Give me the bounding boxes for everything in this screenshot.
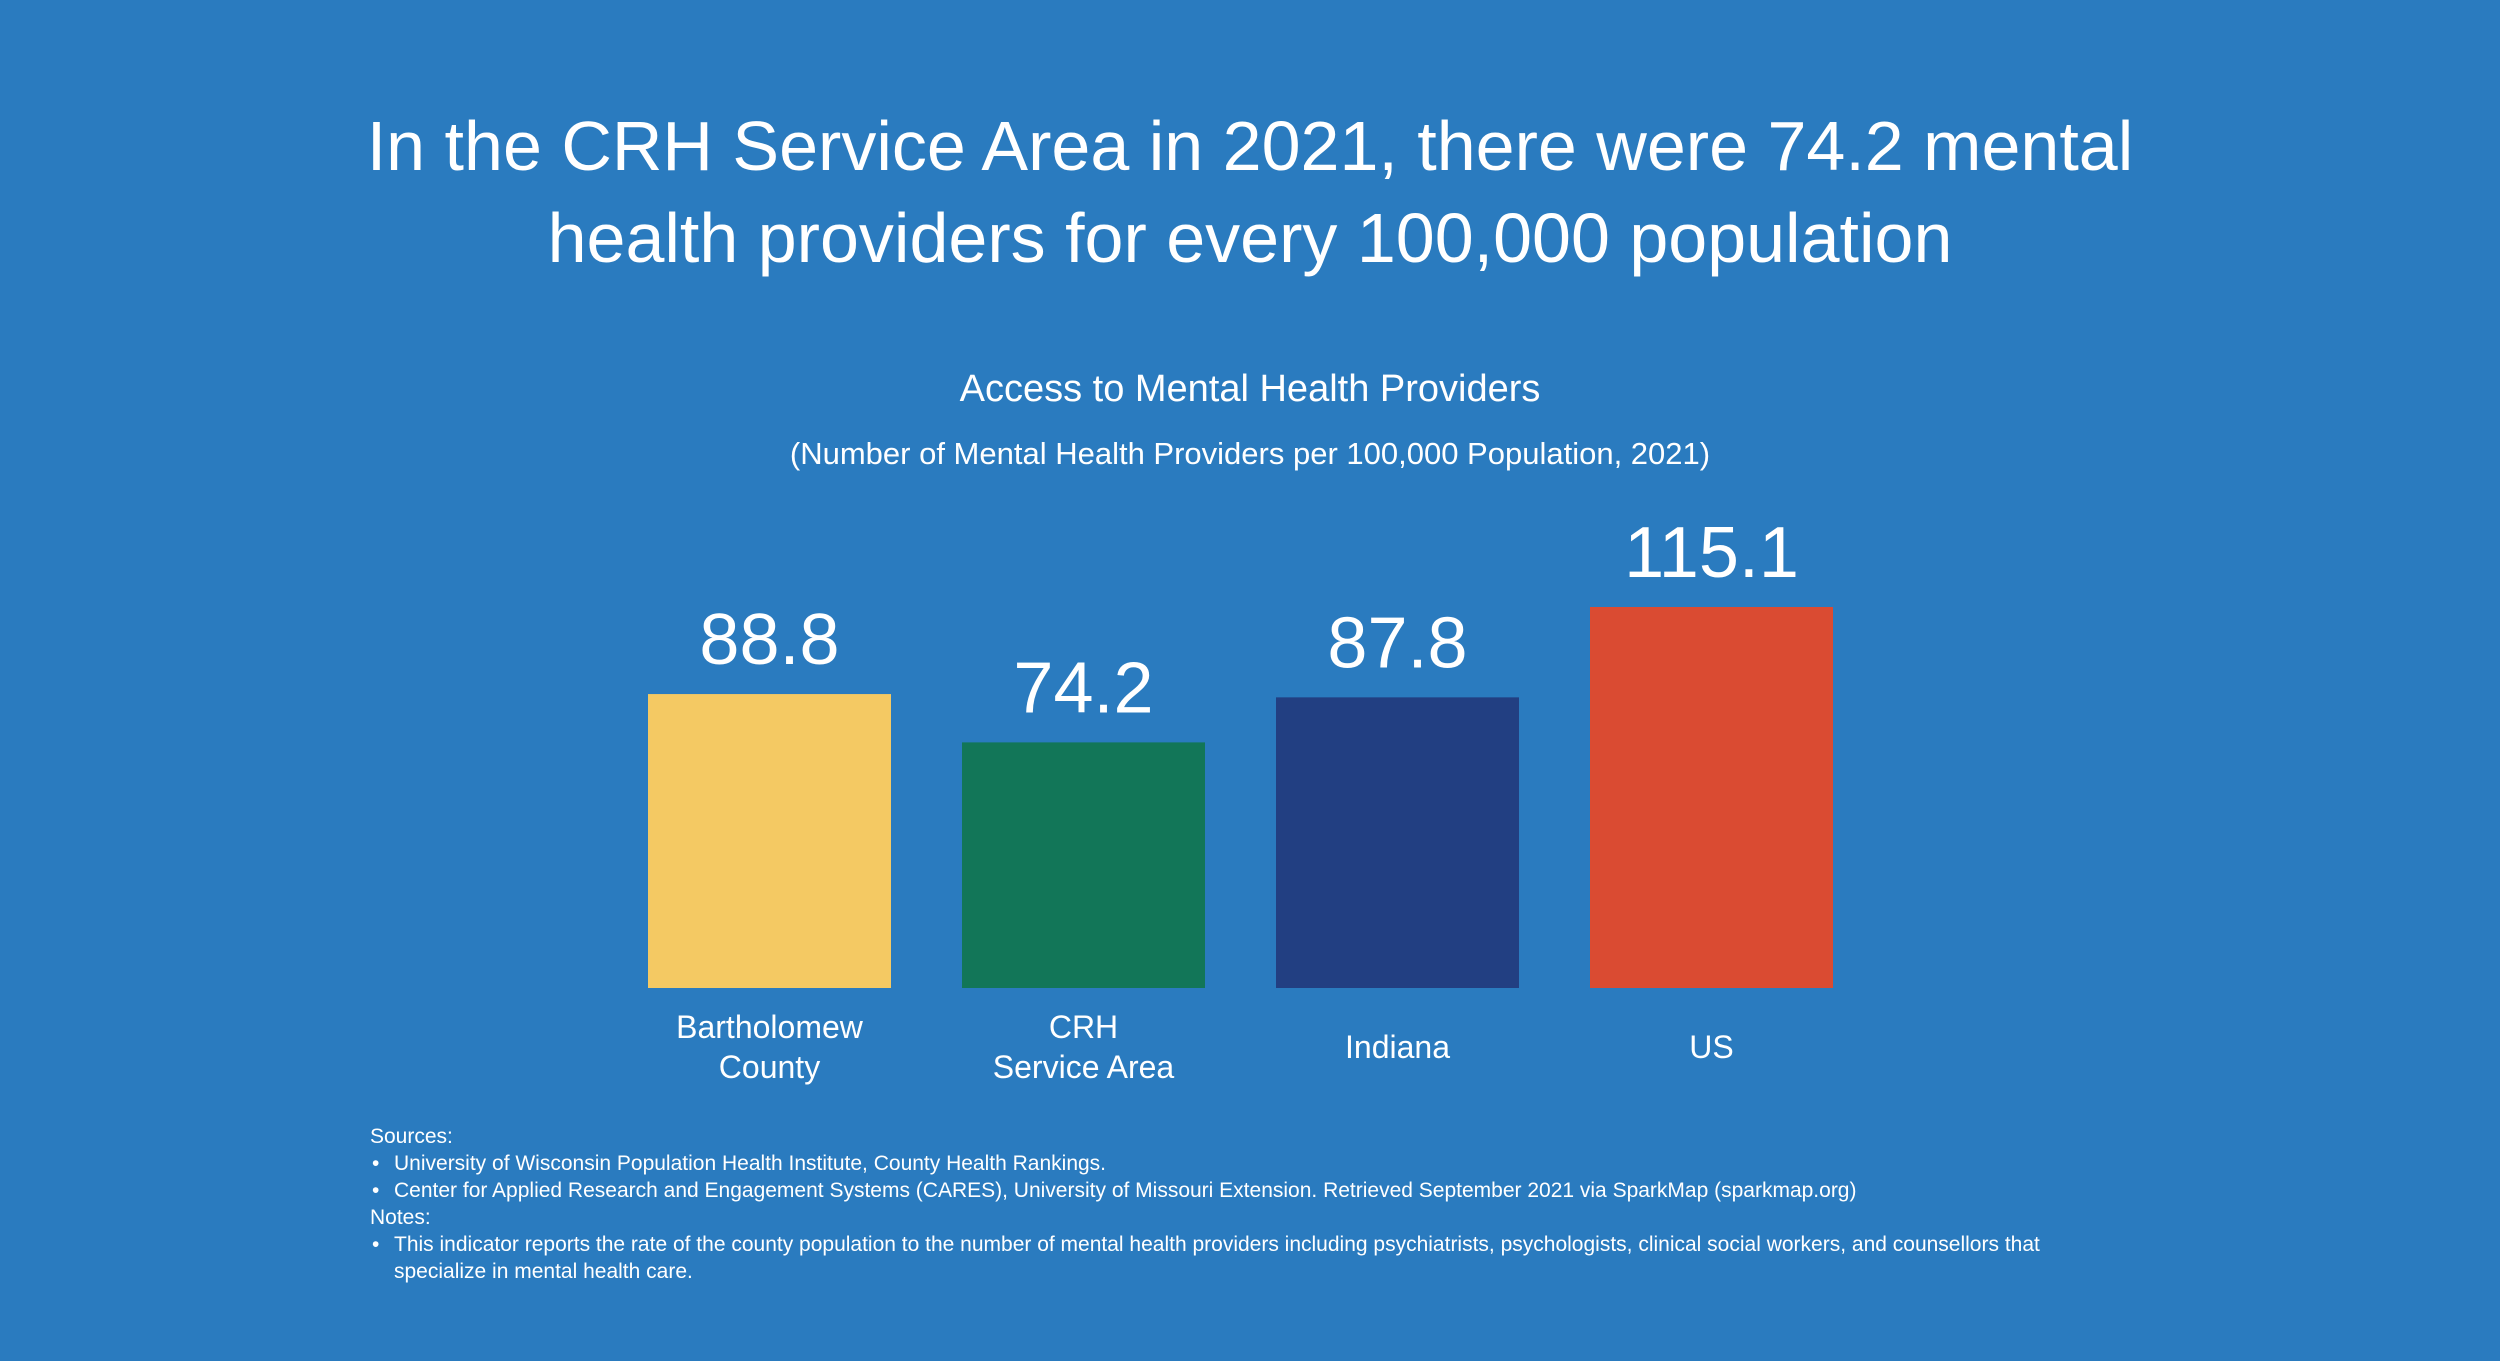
data-label-1: 74.2 <box>1013 648 1153 728</box>
category-label-0-line-1: County <box>719 1049 820 1085</box>
headline-line-1: In the CRH Service Area in 2021, there w… <box>366 107 2134 185</box>
note-item: This indicator reports the rate of the c… <box>372 1231 2130 1285</box>
sources-heading: Sources: <box>370 1125 453 1148</box>
headline-line-2: health providers for every 100,000 popul… <box>547 199 1953 277</box>
category-label-1-line-1: Service Area <box>993 1049 1175 1085</box>
category-label-2-line-0: Indiana <box>1345 1029 1450 1065</box>
headline: In the CRH Service Area in 2021, there w… <box>0 100 2500 284</box>
source-item: University of Wisconsin Population Healt… <box>372 1150 2130 1177</box>
notes-heading: Notes: <box>370 1206 431 1229</box>
source-item: Center for Applied Research and Engageme… <box>372 1177 2130 1204</box>
bar-2 <box>1276 697 1519 988</box>
bar-0 <box>648 694 891 988</box>
data-label-3: 115.1 <box>1624 513 1799 593</box>
category-label-1-line-0: CRH <box>1049 1009 1118 1045</box>
chart-subtitle: (Number of Mental Health Providers per 1… <box>789 436 1711 471</box>
chart-title: Access to Mental Health Providers <box>959 368 1541 410</box>
category-label-0-line-0: Bartholomew <box>676 1009 864 1045</box>
category-label-3-line-0: US <box>1689 1029 1733 1065</box>
sources-notes-block: Sources: University of Wisconsin Populat… <box>370 1123 2130 1285</box>
bar-1 <box>962 742 1205 988</box>
data-label-2: 87.8 <box>1327 603 1467 683</box>
data-label-0: 88.8 <box>699 600 839 680</box>
notes-list: This indicator reports the rate of the c… <box>370 1231 2130 1285</box>
sources-list: University of Wisconsin Population Healt… <box>370 1150 2130 1204</box>
bar-3 <box>1590 607 1833 988</box>
